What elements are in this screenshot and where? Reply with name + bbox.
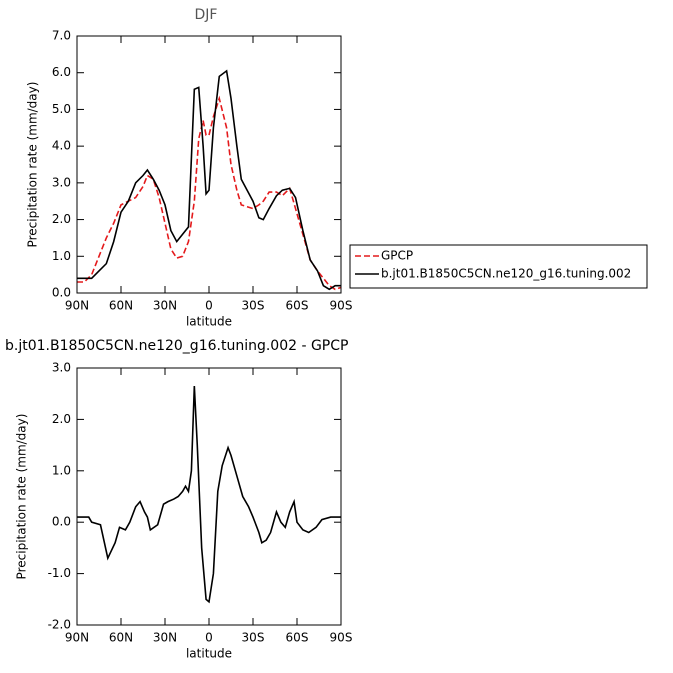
x-axis-label: latitude — [186, 647, 232, 661]
plot-frame — [76, 367, 342, 626]
chart-title: DJF — [195, 7, 218, 23]
x-tick-label: 30S — [242, 631, 265, 645]
x-tick-label: 60N — [109, 631, 133, 645]
y-tick-label: 2.0 — [52, 212, 71, 226]
x-tick-label: 60S — [286, 299, 309, 313]
y-tick-label: -1.0 — [48, 566, 71, 580]
x-tick-label: 60N — [109, 299, 133, 313]
y-tick-label: 7.0 — [52, 29, 71, 43]
x-tick-label: 90S — [330, 299, 353, 313]
x-tick-label: 0 — [205, 631, 213, 645]
y-tick-label: 3.0 — [52, 175, 71, 189]
chart-title: b.jt01.B1850C5CN.ne120_g16.tuning.002 - … — [5, 338, 348, 354]
x-tick-label: 0 — [205, 299, 213, 313]
x-tick-label: 90N — [65, 299, 89, 313]
x-tick-label: 30N — [153, 631, 177, 645]
y-axis-label: Precipitation rate (mm/day) — [26, 82, 40, 248]
data-line — [77, 69, 341, 291]
y-axis-label: Precipitation rate (mm/day) — [15, 414, 29, 580]
plot-frame — [76, 35, 342, 294]
legend-label: b.jt01.B1850C5CN.ne120_g16.tuning.002 — [381, 267, 631, 281]
data-line — [77, 385, 341, 604]
y-tick-label: 6.0 — [52, 65, 71, 79]
y-tick-label: 3.0 — [52, 361, 71, 375]
legend-box — [349, 244, 648, 289]
y-tick-label: 5.0 — [52, 102, 71, 116]
y-tick-label: 0.0 — [52, 286, 71, 300]
x-tick-label: 30N — [153, 299, 177, 313]
data-line — [77, 95, 342, 291]
y-tick-label: -2.0 — [48, 618, 71, 632]
x-axis-label: latitude — [186, 315, 232, 329]
x-tick-label: 90S — [330, 631, 353, 645]
y-tick-label: 2.0 — [52, 412, 71, 426]
y-tick-label: 4.0 — [52, 139, 71, 153]
x-tick-label: 60S — [286, 631, 309, 645]
y-tick-label: 0.0 — [52, 515, 71, 529]
y-tick-label: 1.0 — [52, 249, 71, 263]
x-tick-label: 90N — [65, 631, 89, 645]
legend-label: GPCP — [381, 249, 413, 263]
x-tick-label: 30S — [242, 299, 265, 313]
y-tick-label: 1.0 — [52, 463, 71, 477]
